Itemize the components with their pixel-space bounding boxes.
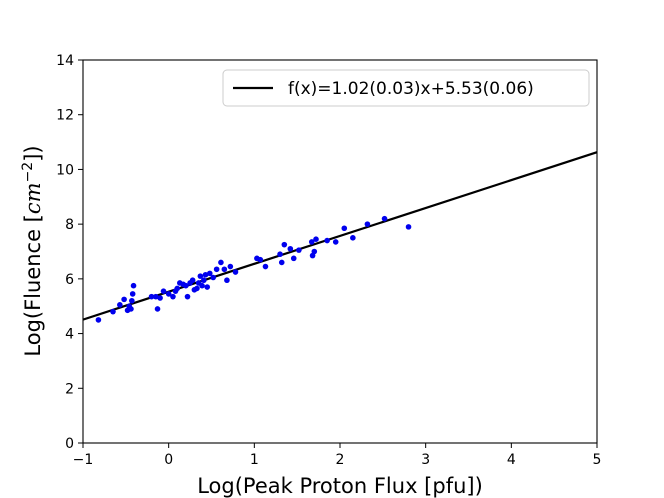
data-point (194, 285, 200, 292)
data-point (218, 259, 224, 266)
y-tick-label: 8 (65, 217, 74, 233)
data-point (129, 297, 135, 304)
data-point (313, 236, 319, 242)
data-point (324, 237, 330, 244)
x-tick-label: 2 (336, 452, 345, 468)
data-point (157, 295, 163, 301)
data-point (129, 291, 136, 297)
data-point (199, 282, 205, 289)
data-point (174, 285, 181, 292)
data-point (200, 277, 207, 284)
plot-area (82, 59, 598, 444)
x-tick-label: 0 (164, 452, 173, 468)
x-axis: −1 0 1 2 3 4 5 (73, 443, 602, 468)
x-tick-label: 5 (593, 452, 602, 468)
data-point (311, 248, 318, 255)
x-tick-label: 1 (250, 452, 259, 468)
data-point (350, 235, 356, 241)
data-point (213, 266, 220, 273)
data-point (110, 308, 116, 315)
data-point (206, 270, 213, 277)
x-tick-label: −1 (73, 452, 94, 468)
data-point (210, 274, 217, 281)
data-point (308, 239, 315, 245)
data-point (405, 224, 412, 230)
data-point (232, 269, 239, 275)
data-point (332, 239, 339, 245)
y-tick-label: 12 (56, 108, 74, 124)
x-tick-label: 3 (421, 452, 430, 468)
data-point (204, 284, 211, 290)
data-point (160, 288, 167, 294)
x-axis-title: Log(Peak Proton Flux [pfu]) (197, 474, 483, 498)
data-point (117, 302, 123, 308)
data-point (278, 259, 285, 266)
data-point (170, 293, 176, 300)
data-point (224, 277, 230, 284)
legend: f(x)=1.02(0.03)x+5.53(0.06) (222, 69, 590, 107)
data-point (262, 263, 269, 270)
data-point (121, 296, 127, 303)
data-point (287, 245, 294, 252)
data-points (95, 215, 412, 323)
y-tick-label: 14 (56, 53, 74, 69)
data-point (341, 225, 348, 232)
data-point (183, 282, 189, 289)
y-axis: 0 2 4 6 8 10 12 14 (56, 53, 83, 452)
legend-box (222, 69, 590, 107)
y-tick-label: 6 (65, 272, 74, 288)
data-point (202, 271, 209, 278)
data-point (364, 221, 371, 227)
data-point (197, 273, 204, 279)
data-point (189, 277, 196, 284)
data-point (296, 247, 302, 253)
y-tick-label: 0 (65, 436, 74, 452)
data-point (281, 241, 288, 248)
plot-frame (82, 59, 598, 444)
y-tick-label: 4 (65, 327, 74, 343)
y-tick-label: 10 (56, 162, 74, 178)
x-tick-label: 4 (507, 452, 516, 468)
data-point (95, 317, 102, 323)
data-point (381, 215, 388, 222)
data-point (154, 306, 161, 312)
data-point (221, 266, 228, 273)
data-point (148, 293, 155, 300)
legend-label: f(x)=1.02(0.03)x+5.53(0.06) (288, 79, 534, 99)
fit-line (83, 151, 597, 321)
data-point (290, 255, 297, 262)
data-point (184, 293, 191, 300)
data-point (128, 306, 134, 312)
y-tick-label: 2 (65, 381, 74, 397)
data-point (257, 256, 264, 263)
data-point (153, 293, 159, 300)
data-point (165, 291, 172, 297)
data-point (227, 263, 234, 270)
data-point (130, 282, 137, 289)
data-point (277, 251, 283, 258)
y-axis-title: Log(Fluence [cm−2]) (20, 145, 45, 356)
